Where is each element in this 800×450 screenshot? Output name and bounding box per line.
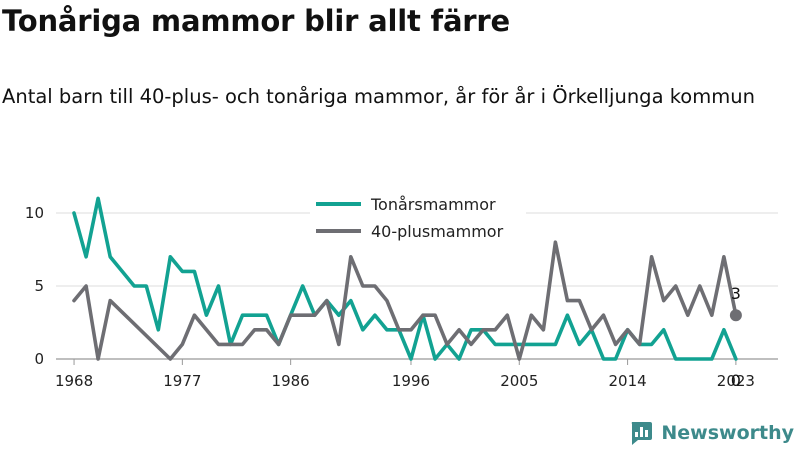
newsworthy-bar-chart-icon bbox=[632, 422, 653, 445]
legend-label-tonarsmammor: Tonårsmammor bbox=[370, 195, 496, 214]
newsworthy-logo: Newsworthy bbox=[629, 421, 794, 445]
y-tick-label: 10 bbox=[25, 204, 44, 222]
series-lines bbox=[72, 196, 738, 361]
end-label-40-plusmammor: 3 bbox=[731, 284, 741, 303]
legend-background bbox=[310, 191, 526, 243]
endpoint-marker-40-plusmammor bbox=[729, 309, 742, 322]
x-tick-label: 1968 bbox=[55, 372, 93, 390]
brand-name: Newsworthy bbox=[661, 422, 794, 444]
end-label-tonarsmammor: 0 bbox=[731, 371, 741, 390]
end-labels: 30 bbox=[729, 284, 742, 390]
x-tick-label: 1986 bbox=[272, 372, 310, 390]
y-tick-label: 0 bbox=[34, 350, 44, 368]
chart-subtitle: Antal barn till 40-plus- och tonåriga ma… bbox=[2, 85, 755, 108]
y-tick-label: 5 bbox=[34, 277, 44, 295]
x-tick-label: 2005 bbox=[500, 372, 538, 390]
series-line-40-plusmammor bbox=[72, 240, 738, 361]
axes: 0 5 10 1968 1977 1986 1996 2005 2014 2023 bbox=[25, 204, 755, 390]
x-tick-label: 2023 bbox=[717, 372, 755, 390]
x-tick-label: 2014 bbox=[608, 372, 646, 390]
x-tick-label: 1977 bbox=[163, 372, 201, 390]
chart-title: Tonåriga mammor blir allt färre bbox=[2, 4, 510, 38]
legend-label-40-plusmammor: 40-plusmammor bbox=[371, 222, 504, 241]
legend: Tonårsmammor 40-plusmammor bbox=[310, 191, 526, 243]
x-tick-label: 1996 bbox=[392, 372, 430, 390]
